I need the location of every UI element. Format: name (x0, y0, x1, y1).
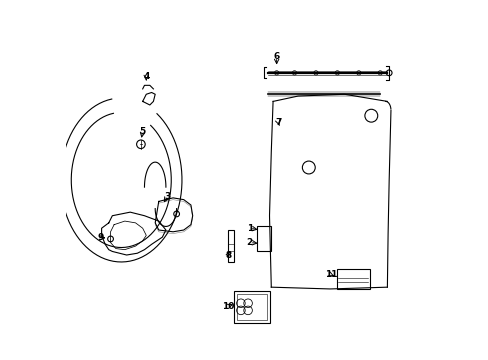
Text: 11: 11 (324, 270, 337, 279)
Bar (228, 230, 233, 262)
Text: 5: 5 (139, 127, 145, 136)
Text: 8: 8 (225, 251, 231, 260)
Text: 2: 2 (246, 238, 252, 247)
Text: 7: 7 (275, 118, 281, 127)
Bar (257, 226, 271, 251)
Text: 4: 4 (143, 72, 149, 81)
Text: 3: 3 (164, 192, 170, 201)
Bar (337, 269, 369, 289)
Text: 6: 6 (273, 52, 279, 61)
Bar (233, 291, 269, 323)
Text: 10: 10 (222, 302, 234, 311)
Text: 1: 1 (246, 224, 252, 233)
Text: 9: 9 (98, 233, 104, 242)
Bar (236, 294, 266, 320)
